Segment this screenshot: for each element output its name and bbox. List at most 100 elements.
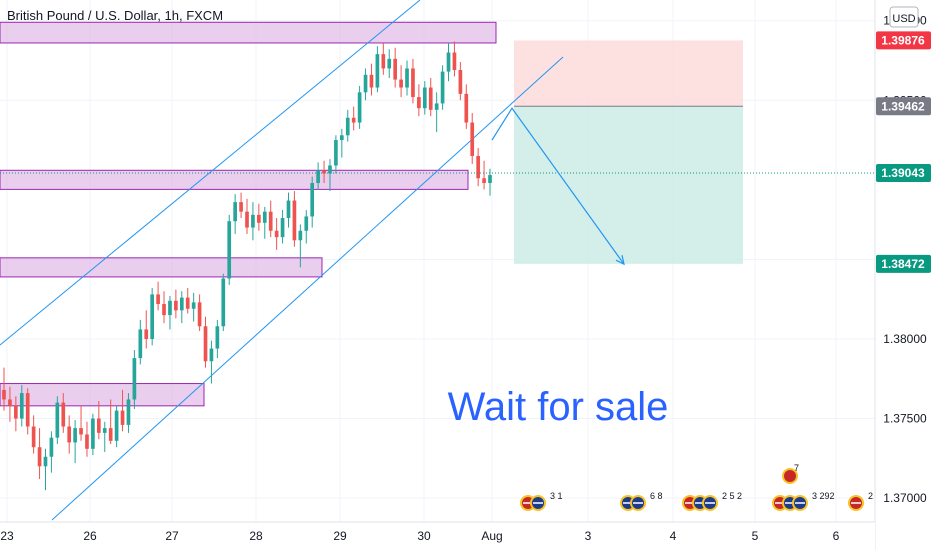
candle-body [482,178,486,184]
candle-body [19,393,24,419]
time-tick-label: 6 [833,529,840,543]
price-tick-label: 1.38000 [883,332,927,346]
candle-body [328,165,332,174]
price-axis-panel[interactable] [875,0,932,550]
event-marker[interactable]: 2 5 2 [682,491,742,511]
stop-loss-zone[interactable] [514,40,743,107]
currency-button-frame[interactable] [889,6,919,28]
overlay-layer [0,107,875,266]
candle-body [61,402,66,427]
candle-body [452,52,457,71]
economic-events[interactable]: 3 1 6 8 2 5 2 3 292 7 2 [520,463,873,511]
candle-body [393,58,398,80]
candle-body [96,418,101,433]
candle-body [8,399,12,406]
stop-loss-tag-label: 1.39876 [881,33,925,47]
current-price-tag [876,163,931,182]
candle-body [428,87,433,110]
zones-layer [0,21,497,407]
candle-body [227,221,232,279]
time-tick-label: Aug [481,529,502,543]
candle-body [476,155,480,179]
candle-body [168,300,172,316]
candle-body [369,74,374,88]
zone-rectangle[interactable] [0,257,323,278]
time-tick-label: 29 [333,529,347,543]
event-marker[interactable]: 6 8 [620,491,663,511]
candle-body [310,183,315,217]
currency-button-label[interactable]: USD [892,13,915,25]
take-profit-zone[interactable] [514,106,743,264]
candle-body [108,428,113,441]
time-tick-label: 26 [83,529,97,543]
candle-body [209,348,214,362]
candle-body [268,211,273,231]
projected-path[interactable] [491,107,625,265]
candle-body [2,389,6,400]
candle-body [440,71,445,104]
candle-body [357,92,362,123]
current-price-tag-label: 1.39043 [881,166,925,180]
candle-body [203,326,208,362]
zone-rectangle[interactable] [0,169,469,190]
candle-body [91,418,95,449]
event-marker[interactable]: 2 [848,491,873,511]
candle-body [191,302,196,309]
candle-body [150,294,155,339]
time-tick-label: 28 [249,529,263,543]
candle-body [197,302,202,327]
channel-lower-line[interactable] [51,56,564,521]
candle-body [25,393,30,427]
event-count: 2 [868,491,873,501]
currency-button[interactable]: USD [889,6,919,28]
event-marker[interactable]: 3 1 [520,491,563,511]
time-tick-label: 5 [752,529,759,543]
candle-body [156,294,160,304]
candle-body [132,358,137,400]
time-tick-label: 3 [585,529,592,543]
time-axis-panel[interactable] [0,522,875,550]
candle-body [239,202,243,212]
entry-tag [876,97,931,116]
candle-body [233,202,237,222]
zone-rectangle[interactable] [0,383,205,407]
candle-body [375,54,380,88]
candle-body [292,200,297,241]
zone-rectangle[interactable] [0,21,497,44]
candle-body [185,297,190,309]
candle-body [417,97,421,109]
candle-body [67,426,72,443]
event-count: 6 8 [650,491,663,501]
stop-loss-tag [876,31,931,50]
candles-layer [2,41,492,491]
price-tick-label: 1.37500 [883,412,927,426]
candle-body [251,214,255,228]
gb-flag-icon [784,470,796,482]
candle-body [422,87,427,109]
time-tick-label: 4 [670,529,677,543]
candle-body [120,410,125,425]
candle-body [381,54,386,69]
event-count: 7 [794,463,799,473]
candle-body [174,300,178,311]
candle-body [144,329,149,339]
time-axis-ticks: 23 26 27 28 29 30 Aug 3 4 5 6 [0,529,839,543]
annotation-text[interactable]: Wait for sale [448,385,669,429]
candle-body [339,135,344,141]
candle-body [245,211,249,228]
candle-body [257,214,261,223]
candle-body [262,211,267,223]
candle-body [334,140,338,166]
candle-body [345,117,350,136]
candle-body [316,170,320,184]
candle-body [434,103,439,110]
candle-body [411,68,415,98]
event-marker[interactable]: 3 292 7 [772,463,835,511]
take-profit-tag [876,254,931,273]
candle-body [49,437,54,457]
take-profit-tag-label: 1.38472 [881,257,925,271]
candle-body [488,175,492,184]
short-position-tool[interactable] [514,40,743,264]
